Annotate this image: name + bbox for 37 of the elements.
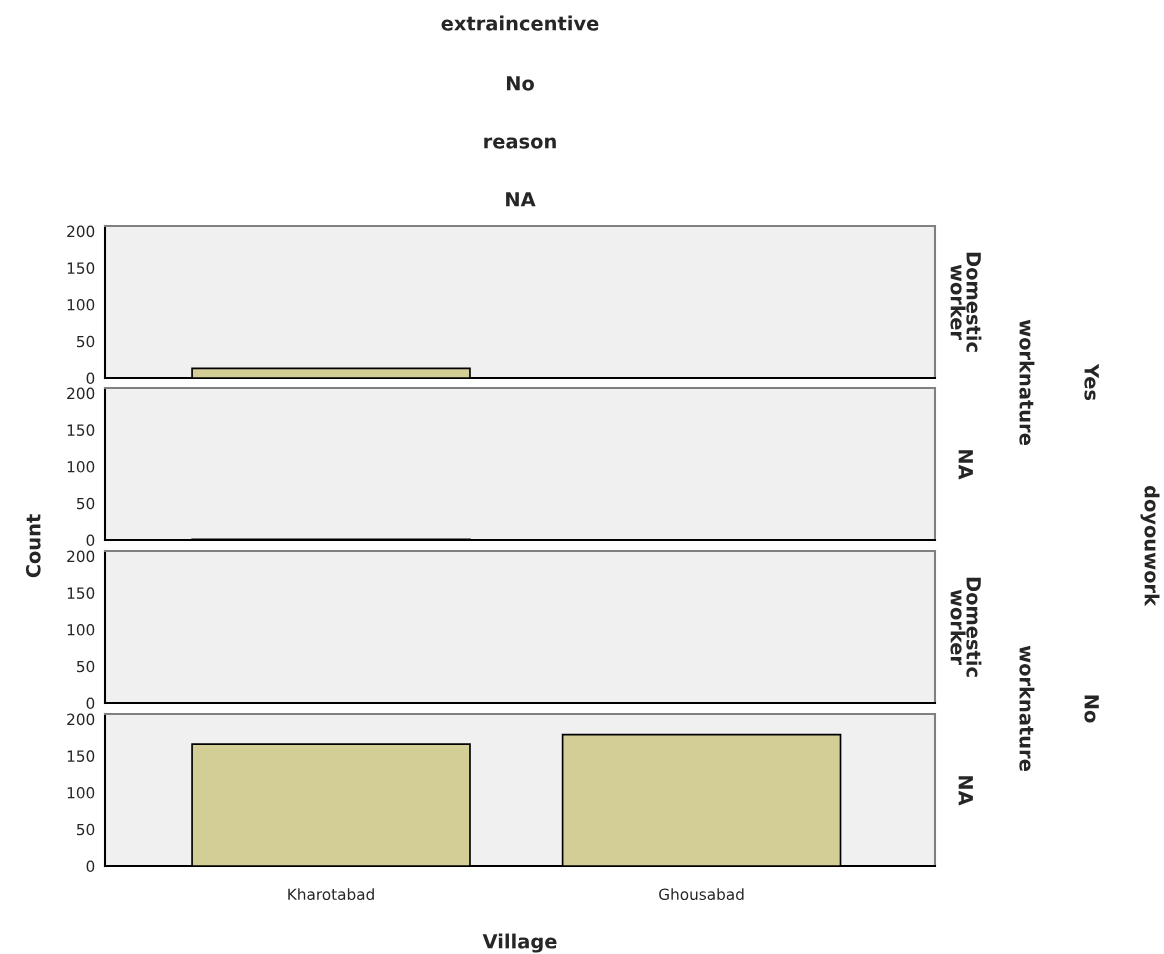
text: Yes — [1084, 363, 1099, 401]
text: doyouwork — [1140, 485, 1160, 607]
y-tick-label: 100 — [67, 624, 95, 636]
y-tick-label: 200 — [67, 225, 95, 238]
x-axis-title: Village — [482, 933, 557, 953]
y-tick-label: 50 — [77, 823, 95, 836]
y-tick-label: 150 — [67, 424, 95, 436]
y-tick-label: 200 — [67, 550, 95, 563]
x-tick-label: Ghousabad — [659, 888, 744, 901]
text: NA — [506, 192, 536, 207]
y-tick-label: 100 — [67, 787, 95, 799]
text: worknature — [1019, 645, 1035, 771]
y-tick-label: 100 — [67, 299, 95, 311]
y2-axis-title: NA — [958, 776, 973, 806]
y-tick-label: 150 — [67, 750, 95, 762]
y-tick-label: 50 — [77, 335, 95, 348]
chart-title: extraincentive — [441, 15, 599, 31]
text: No — [1084, 695, 1099, 723]
y-tick-label: 100 — [67, 461, 95, 473]
y-axis-title: Count — [25, 514, 41, 578]
y-tick-label: 0 — [86, 860, 95, 873]
y-tick-label: 50 — [77, 660, 95, 673]
x-tick-label: Kharotabad — [288, 888, 374, 901]
y-tick-label: 200 — [67, 387, 95, 400]
text: reason — [484, 137, 556, 149]
y-tick-label: 150 — [67, 587, 95, 599]
y-tick-label: 50 — [77, 497, 95, 510]
y-tick-label: 0 — [86, 372, 95, 385]
y2-axis-title: Domestic worker — [950, 577, 982, 677]
y-tick-label: 150 — [67, 262, 95, 274]
y-tick-label: 0 — [86, 697, 95, 710]
y2-axis-title: Domestic worker — [950, 252, 982, 352]
y-tick-label: 0 — [86, 534, 95, 547]
text: No — [506, 76, 534, 91]
y2-axis-title: NA — [958, 450, 973, 480]
y-tick-label: 200 — [67, 713, 95, 726]
text: worknature — [1019, 319, 1035, 445]
